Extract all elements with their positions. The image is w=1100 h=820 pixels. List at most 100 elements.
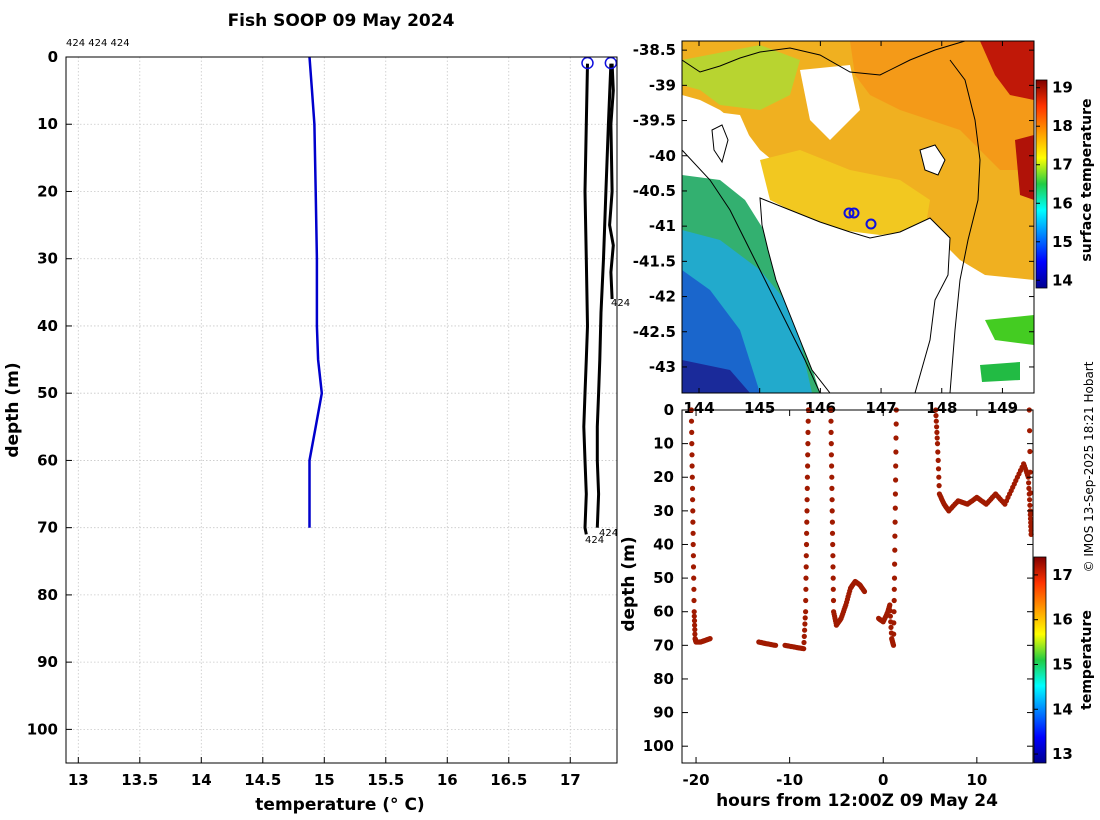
depth-time-point [936, 474, 942, 480]
depth-time-point [804, 530, 810, 536]
vessel-position-marker [848, 207, 860, 219]
map-y-tick-label: -40.5 [633, 182, 676, 200]
profile-ticks: 13 13.5 14 14.5 15 15.5 16 16.5 17 0 10 20 30 40 50 60 7… [27, 48, 581, 789]
depth-time-point [803, 597, 809, 604]
map-y-tick-label: -38.5 [633, 41, 676, 59]
temperature-colorbar-ticks: 17 16 15 14 13 [1034, 566, 1073, 763]
map-colorbar-tick-label: 14 [1052, 271, 1073, 289]
depth-time-point [891, 575, 898, 581]
depth-time-point [888, 624, 894, 631]
depth-time-point [891, 586, 897, 592]
temperature-colorbar [1033, 556, 1047, 764]
profile-y-tick-label: 10 [37, 115, 58, 133]
depth-time-point [804, 474, 811, 480]
depth-time-point [1026, 485, 1032, 491]
map-field [682, 41, 1034, 393]
strait-water-patch [760, 150, 930, 235]
profile-line [595, 63, 613, 528]
depth-time-point [1026, 480, 1032, 486]
depth-time-y-tick-label: 90 [653, 704, 674, 722]
depth-time-point [690, 530, 696, 536]
depth-time-point [804, 485, 810, 491]
depth-time-point [803, 564, 809, 570]
depth-time-point [803, 575, 809, 581]
map-axes-box [681, 40, 1035, 394]
depth-time-point [689, 429, 695, 435]
depth-time-point [829, 508, 835, 514]
depth-time-point [690, 497, 696, 503]
map-x-tick-label: 144 [683, 399, 714, 417]
green-water-patch [985, 315, 1034, 345]
depth-time-point [892, 491, 899, 497]
cloud-gap [800, 65, 860, 140]
depth-time-point [707, 636, 713, 642]
cool-water-patch [682, 45, 800, 110]
map-y-tick-label: -43 [649, 358, 676, 376]
depth-time-point [1027, 516, 1034, 522]
flinders-island [919, 144, 946, 176]
map-y-tick-label: -39 [649, 76, 676, 94]
depth-time-point [802, 615, 808, 621]
depth-time-point [805, 463, 811, 469]
depth-time-x-tick-label: -10 [776, 771, 803, 789]
depth-time-point [805, 441, 811, 447]
map-y-tick-label: -41 [649, 217, 676, 235]
profile-y-tick-label: 60 [37, 451, 58, 469]
tasmania-land [759, 197, 951, 393]
profile-x-tick-label: 13 [68, 771, 89, 789]
depth-time-point [1028, 511, 1034, 517]
shelf-contour [682, 149, 821, 393]
depth-time-point [692, 631, 698, 637]
depth-time-point [934, 435, 940, 441]
depth-time-point [691, 597, 697, 604]
depth-time-point [935, 466, 942, 472]
map-colorbar-tick-label: 17 [1052, 156, 1073, 174]
depth-time-point [936, 483, 942, 489]
depth-time-point [691, 575, 697, 581]
depth-time-point [893, 421, 899, 427]
depth-time-y-tick-label: 10 [653, 435, 674, 453]
depth-time-point [804, 519, 810, 525]
profile-x-label: temperature (° C) [255, 795, 424, 815]
depth-time-point [830, 541, 836, 548]
depth-time-point [829, 474, 835, 480]
depth-time-point [688, 418, 695, 424]
depth-time-point [934, 429, 940, 435]
map-colorbar-label: surface temperature [1079, 98, 1095, 261]
depth-time-point [891, 609, 897, 615]
profile-lines [308, 56, 618, 535]
depth-time-point [828, 429, 834, 435]
depth-time-point [828, 452, 835, 458]
depth-time-point [690, 541, 696, 548]
depth-time-y-tick-label: 70 [653, 636, 674, 654]
depth-time-point [1027, 428, 1033, 434]
depth-time-point [690, 553, 697, 559]
depth-time-point [830, 575, 836, 581]
depth-time-point [690, 519, 696, 525]
profile-x-tick-label: 13.5 [121, 771, 158, 789]
depth-time-point [691, 609, 697, 615]
depth-time-y-tick-label: 40 [653, 535, 674, 553]
map-x-tick-label: 146 [805, 399, 836, 417]
vessel-position-marker [865, 218, 877, 230]
depth-time-point [691, 586, 697, 592]
green-water-patch [980, 362, 1020, 382]
depth-time-point [689, 474, 695, 480]
profile-end-label: 424 [611, 298, 630, 309]
king-island [711, 124, 729, 164]
map-y-tick-label: -40 [649, 147, 676, 165]
depth-time-y-tick-label: 80 [653, 670, 674, 688]
profile-end-label: 424 [599, 528, 618, 539]
depth-time-point [1027, 497, 1033, 503]
depth-time-point [933, 413, 939, 419]
depth-time-point [1028, 527, 1034, 534]
depth-time-point [689, 485, 696, 491]
map-x-tick-label: 145 [744, 399, 775, 417]
depth-time-point [689, 463, 695, 469]
depth-time-point [1028, 523, 1034, 530]
profile-line [608, 63, 615, 300]
temperature-colorbar-tick-label: 17 [1052, 566, 1073, 584]
map-x-tick-label: 149 [987, 399, 1018, 417]
depth-time-point [829, 463, 835, 469]
